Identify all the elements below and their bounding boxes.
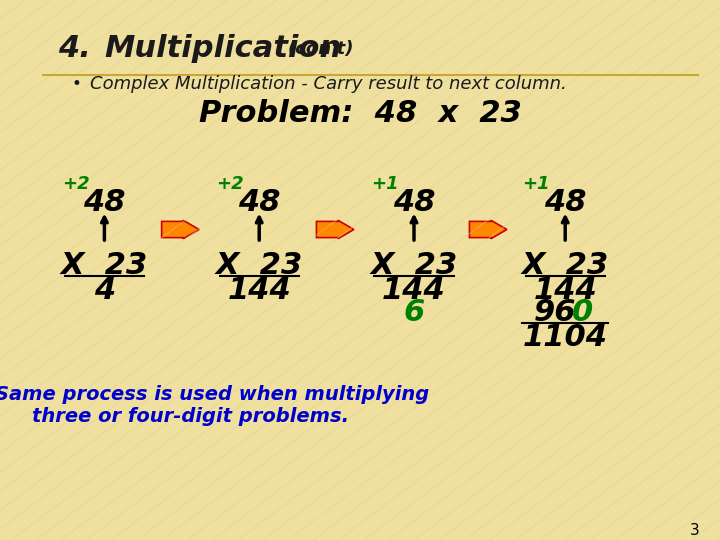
Text: 144: 144: [534, 276, 597, 305]
Text: X  23: X 23: [521, 251, 609, 280]
Text: 144: 144: [382, 276, 446, 305]
Text: 6: 6: [403, 298, 425, 327]
FancyArrow shape: [469, 220, 507, 239]
Text: three or four-digit problems.: three or four-digit problems.: [32, 407, 349, 427]
Text: 144: 144: [228, 276, 291, 305]
Text: +1: +1: [523, 174, 550, 193]
Text: 48: 48: [83, 188, 126, 217]
Text: 4.: 4.: [58, 34, 91, 63]
Text: X  23: X 23: [215, 251, 303, 280]
Text: •: •: [72, 75, 82, 93]
FancyArrow shape: [316, 220, 354, 239]
Text: Same process is used when multiplying: Same process is used when multiplying: [0, 384, 430, 404]
FancyArrow shape: [162, 220, 199, 239]
Text: 48: 48: [392, 188, 436, 217]
Text: (con't): (con't): [288, 39, 354, 58]
Text: 0: 0: [572, 298, 593, 327]
Text: +2: +2: [217, 174, 244, 193]
Text: 48: 48: [544, 188, 587, 217]
Text: +2: +2: [62, 174, 89, 193]
Text: 3: 3: [690, 523, 700, 538]
Text: 1104: 1104: [523, 323, 608, 352]
Text: X  23: X 23: [370, 251, 458, 280]
Text: 4: 4: [94, 276, 115, 305]
Text: Complex Multiplication - Carry result to next column.: Complex Multiplication - Carry result to…: [90, 75, 567, 93]
Text: Problem:  48  x  23: Problem: 48 x 23: [199, 99, 521, 128]
Text: Multiplication: Multiplication: [104, 34, 342, 63]
Text: 48: 48: [238, 188, 281, 217]
Text: X  23: X 23: [60, 251, 148, 280]
Text: +1: +1: [372, 174, 399, 193]
Text: 96: 96: [534, 298, 577, 327]
